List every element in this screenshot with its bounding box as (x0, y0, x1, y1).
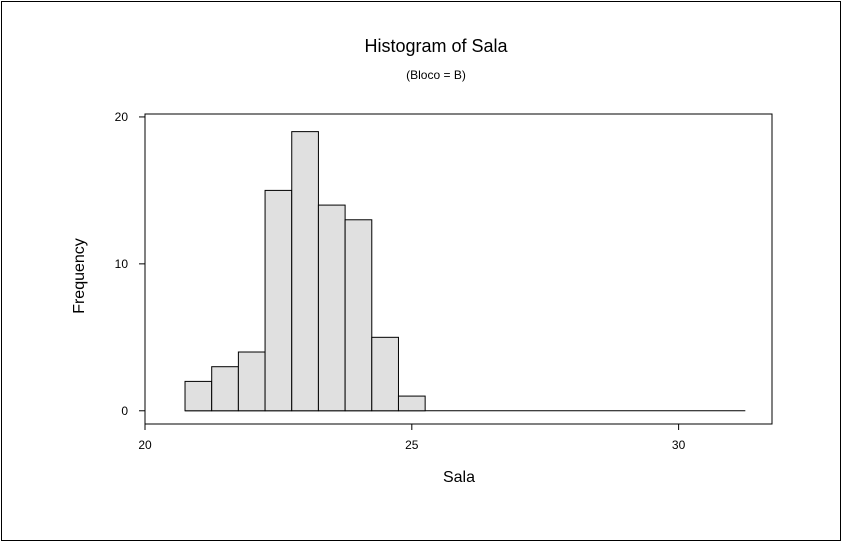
histogram-bar-4 (291, 131, 319, 412)
histogram-bar-6 (344, 219, 373, 412)
chart-title: Histogram of Sala (364, 36, 508, 56)
chart-subtitle: (Bloco = B) (406, 68, 466, 82)
x-tick-label-30: 30 (672, 438, 686, 452)
histogram-chart: Histogram of Sala (Bloco = B) 20 25 300102… (71, 36, 773, 486)
histogram-bar-0 (184, 380, 213, 412)
y-tick-label-0: 0 (121, 404, 128, 418)
y-axis-label: Frequency (71, 238, 88, 314)
axes-group: 20 25 30 0 10 20 (115, 110, 686, 452)
x-axis-label: Sala (443, 469, 475, 486)
histogram-bar-8 (397, 395, 426, 412)
histogram-bar-7 (371, 336, 399, 412)
histogram-bar-2 (237, 351, 266, 412)
histogram-bar-1 (211, 366, 239, 412)
x-tick-label-20: 20 (138, 438, 152, 452)
y-tick-label-10: 10 (115, 257, 129, 271)
x-tick-label-25: 25 (405, 438, 419, 452)
bars-group (184, 131, 746, 412)
plot-area (144, 113, 773, 425)
y-tick-label-20: 20 (115, 110, 129, 124)
histogram-bar-5 (317, 204, 346, 412)
histogram-bar-3 (264, 189, 293, 412)
